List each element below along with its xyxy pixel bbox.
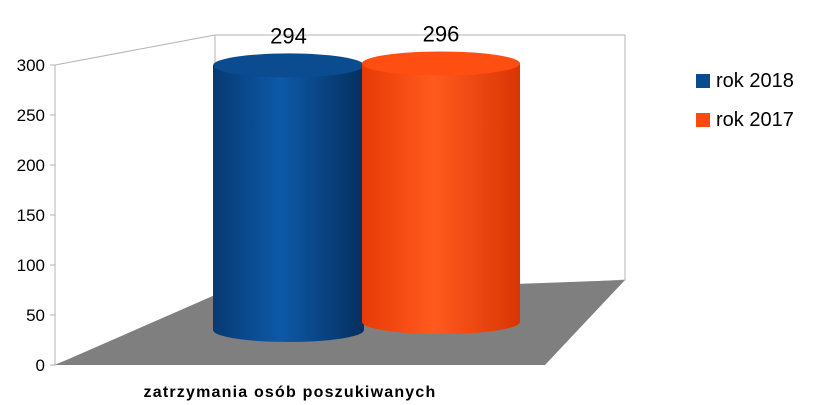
legend: rok 2018 rok 2017 [696,68,824,146]
y-axis: 0 50 100 150 200 250 300 [17,56,55,375]
y-tick-label-50: 50 [26,306,45,325]
legend-swatch-2018 [696,74,710,88]
legend-label-2018: rok 2018 [716,69,794,92]
bars [213,51,520,343]
bar-body [362,63,520,334]
bar-rok-2017 [362,51,520,334]
y-tick-label-150: 150 [17,206,45,225]
bar-body [213,65,364,343]
bar-top [362,51,520,76]
y-tick-label-300: 300 [17,56,45,75]
legend-swatch-2017 [696,113,710,127]
data-label-rok-2018: 294 [270,23,307,48]
data-labels: 294 296 [270,21,459,48]
y-tick-label-0: 0 [36,356,45,375]
x-axis-label: zatrzymania osób poszukiwanych [144,384,437,401]
legend-item-2017: rok 2017 [696,107,824,133]
legend-label-2017: rok 2017 [716,108,794,131]
y-tick-label-250: 250 [17,106,45,125]
legend-item-2018: rok 2018 [696,68,824,94]
bar-rok-2018 [213,53,364,343]
y-tick-label-200: 200 [17,156,45,175]
y-tick-label-100: 100 [17,256,45,275]
data-label-rok-2017: 296 [423,21,460,46]
bar-top [213,53,364,78]
